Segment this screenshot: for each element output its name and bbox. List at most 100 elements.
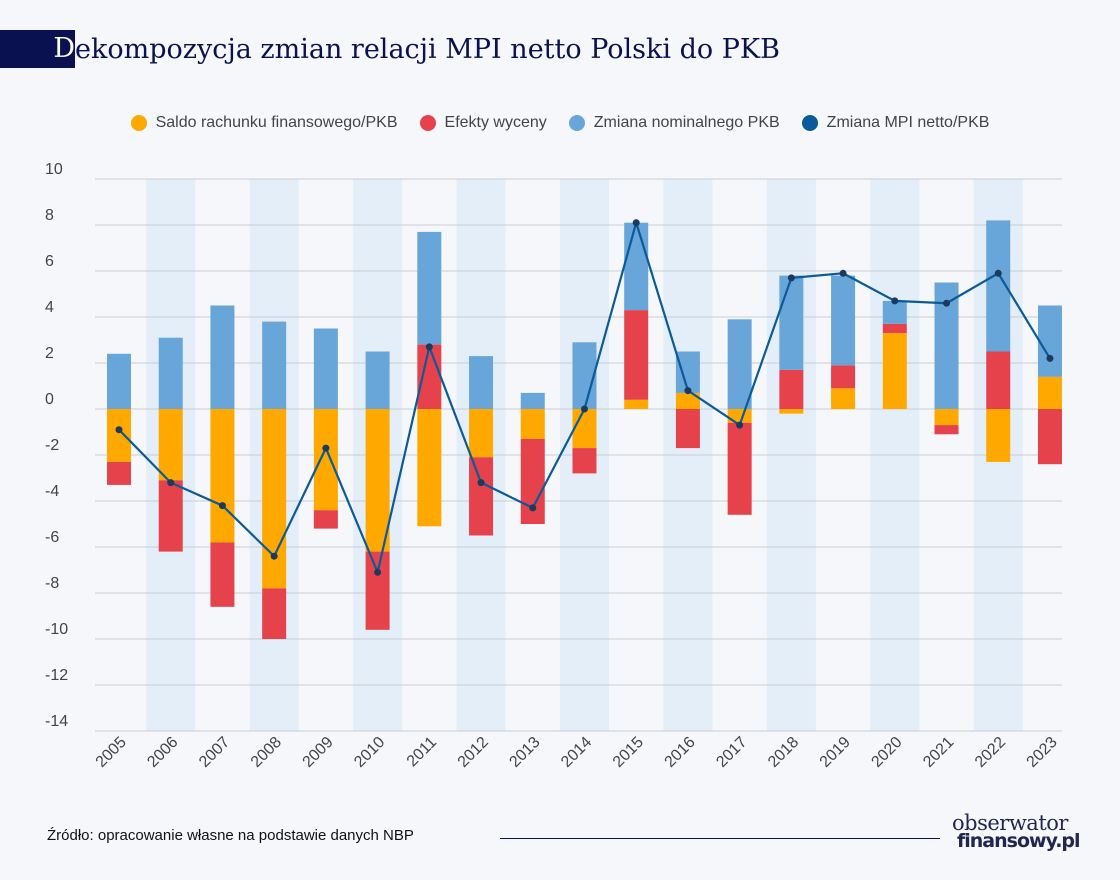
bar-pkb [675,351,700,393]
point-mpi [580,405,588,413]
bar-saldo [417,409,442,527]
x-tick-label: 2022 [972,734,1009,771]
legend: Saldo rachunku finansowego/PKB Efekty wy… [0,114,1120,132]
bar-saldo [107,409,131,462]
bar-wycena [313,510,338,529]
bar-saldo [1037,376,1062,409]
bar-wycena [986,351,1011,409]
x-tick-label: 2015 [610,734,647,771]
bar-wycena [469,457,494,536]
bar-pkb [158,337,183,409]
divider [500,838,940,839]
legend-label: Saldo rachunku finansowego/PKB [155,114,398,131]
bar-pkb [727,319,752,409]
bar-pkb [365,351,390,409]
bar-wycena [882,323,907,334]
point-mpi [167,479,175,487]
bar-wycena [107,461,131,485]
point-mpi [425,343,433,351]
x-tick-label: 2021 [920,734,957,771]
x-tick-label: 2017 [713,734,750,771]
y-tick-label: 2 [45,345,54,362]
source-note: Źródło: opracowanie własne na podstawie … [47,827,414,844]
title-rest: ekompozycja zmian relacji MPI netto Pols… [75,33,780,65]
x-tick-label: 2018 [765,734,802,771]
point-mpi [477,479,485,487]
bar-saldo [727,409,752,423]
legend-dot-icon [801,115,818,131]
y-tick-label: 10 [45,161,63,178]
bar-saldo [262,409,287,589]
bar-saldo [313,409,338,511]
x-tick-label: 2011 [404,734,440,770]
bar-saldo [520,409,545,439]
legend-dot-icon [419,115,436,131]
point-mpi [218,502,226,510]
bar-pkb [469,356,494,409]
x-tick-label: 2008 [248,734,285,771]
bar-saldo [624,399,649,409]
x-tick-label: 2005 [93,734,130,771]
bar-pkb [831,275,856,366]
bar-wycena [262,588,287,639]
legend-label: Zmiana nominalnego PKB [593,114,780,131]
x-tick-label: 2019 [817,734,854,771]
point-mpi [943,299,951,307]
y-tick-label: -4 [45,483,59,500]
x-tick-label: 2009 [300,734,337,771]
title-initial: D [0,30,75,68]
bar-pkb [262,321,287,409]
x-tick-label: 2012 [455,734,492,771]
y-tick-label: -12 [45,667,68,684]
logo-line1: obserwator [952,811,1068,835]
point-mpi [1046,354,1054,362]
bar-pkb [1037,305,1062,377]
bar-wycena [1037,409,1062,465]
bar-pkb [624,222,649,311]
legend-dot-icon [130,115,147,131]
legend-item-mpi: Zmiana MPI netto/PKB [801,114,990,132]
x-tick-label: 2014 [558,734,595,771]
bar-pkb [779,275,804,370]
bar-saldo [158,409,183,481]
legend-label: Zmiana MPI netto/PKB [826,114,990,131]
x-tick-label: 2006 [144,734,181,771]
bar-pkb [882,300,907,324]
bar-wycena [210,542,235,607]
chart-plot: 10 8 6 4 2 0 -2 -4 -6 -8 -10 -12 -14 2005 2006 2007 2008… [45,161,1062,771]
y-tick-label: -14 [45,713,68,730]
bar-pkb [417,231,442,345]
bar-saldo [469,409,494,458]
y-tick-label: -6 [45,529,59,546]
point-mpi [839,269,847,277]
bar-wycena [934,425,959,435]
bar-wycena [779,369,804,409]
bar-saldo [934,409,959,426]
logo: obserwator finansowy.pl [952,811,1081,852]
point-mpi [632,219,640,227]
bar-wycena [831,365,856,389]
bar-wycena [158,480,183,552]
point-mpi [994,269,1002,277]
bar-pkb [107,353,131,409]
legend-item-wycena: Efekty wyceny [419,114,547,132]
bar-wycena [624,310,649,400]
bar-wycena [727,422,752,515]
point-mpi [529,504,537,512]
bar-pkb [520,392,545,409]
point-mpi [115,426,123,434]
point-mpi [374,568,382,576]
logo-line2: finansowy.pl [957,830,1081,852]
x-tick-label: 2010 [351,734,388,771]
y-tick-label: -2 [45,437,59,454]
bar-wycena [365,551,390,630]
y-tick-label: -10 [45,621,68,638]
legend-label: Efekty wyceny [444,114,547,131]
bar-saldo [675,392,700,409]
point-mpi [322,444,330,452]
bar-saldo [779,409,804,414]
bar-saldo [882,333,907,409]
x-tick-label: 2007 [196,734,233,771]
bar-saldo [210,409,235,543]
